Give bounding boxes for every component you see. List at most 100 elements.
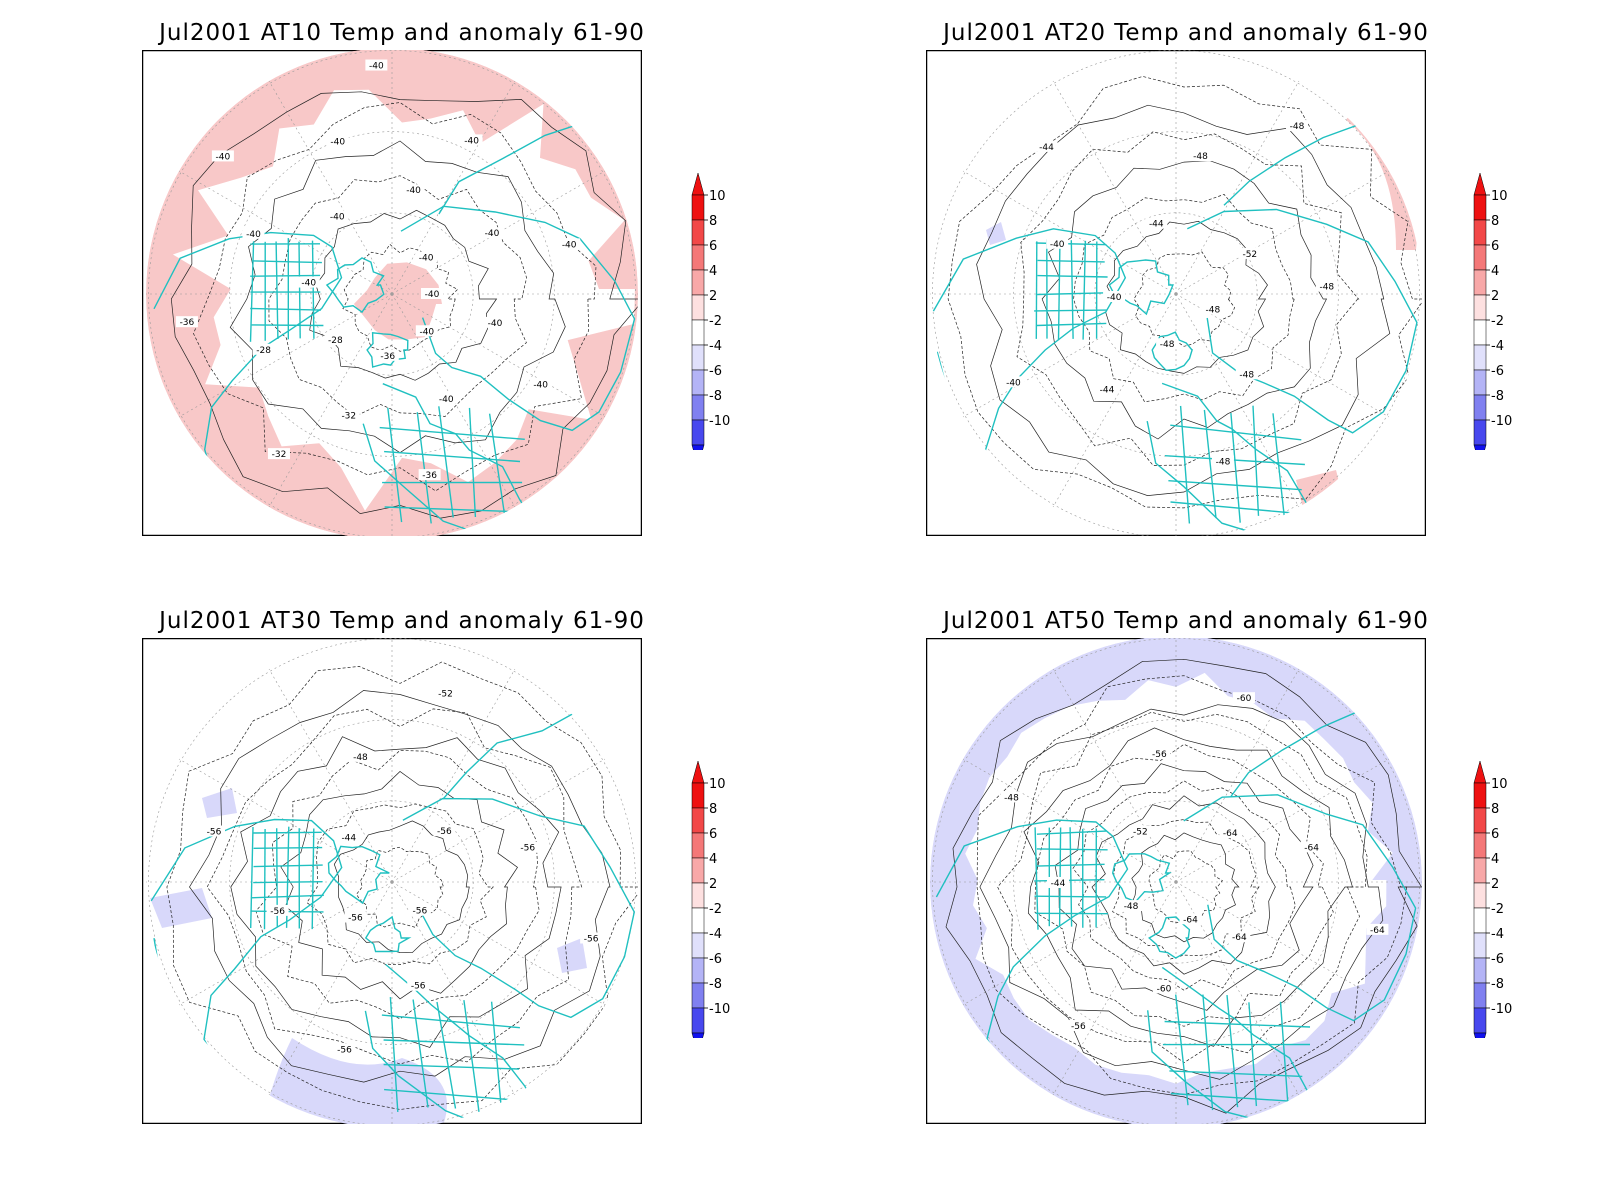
colorbar-label: -6 xyxy=(1491,364,1504,379)
colorbar-swatch xyxy=(691,857,705,884)
state-boundary xyxy=(250,274,321,277)
contour-label: -44 xyxy=(1051,879,1066,889)
contour-label: -48 xyxy=(353,753,368,763)
colorbar-swatch xyxy=(1473,419,1487,446)
colorbar-label: -8 xyxy=(1491,977,1504,992)
meridian-line xyxy=(178,758,393,883)
contour-label: -40 xyxy=(562,240,577,250)
contour-label: -48 xyxy=(1239,370,1254,380)
contour-label: -40 xyxy=(330,212,345,222)
country-boundary xyxy=(1248,1002,1258,1107)
colorbar-swatch xyxy=(691,194,705,221)
contour-label: -40 xyxy=(1050,240,1065,250)
state-boundary xyxy=(1057,238,1061,341)
colorbar-label: -2 xyxy=(1491,314,1504,329)
country-boundary xyxy=(1169,1070,1303,1078)
anomaly-region xyxy=(262,1038,447,1124)
meridian-line xyxy=(962,758,1177,883)
colorbar-label: 6 xyxy=(1491,239,1499,254)
isotherm-contour xyxy=(306,803,495,965)
coastline-africa xyxy=(362,383,540,536)
contour-label: -48 xyxy=(1290,122,1305,132)
meridian-line xyxy=(268,881,393,1096)
country-boundary xyxy=(384,506,525,513)
colorbar-label: -10 xyxy=(1491,414,1512,429)
isotherm-contour xyxy=(976,104,1391,496)
colorbar-label: 4 xyxy=(709,264,717,279)
coastline-greenland xyxy=(327,845,390,905)
colorbar: 10 8 6 4 2 -2 -4 -6 -8 -10 xyxy=(690,170,750,468)
colorbar-swatch xyxy=(691,932,705,959)
colorbar-swatch xyxy=(1473,244,1487,271)
meridian-line xyxy=(1052,293,1177,508)
meridian-line xyxy=(268,80,393,295)
contour-label: -56 xyxy=(411,982,426,992)
colorbar-label: -6 xyxy=(709,364,722,379)
contour-label: -56 xyxy=(437,827,452,837)
polar-map: -64 -60 -56 -48 -44 -48 -52 -56 -60 -64 -64 -64 -64 xyxy=(926,638,1426,1124)
isotherm-contour xyxy=(255,750,540,1020)
colorbar-swatch xyxy=(691,1007,705,1034)
country-boundary xyxy=(438,406,454,518)
coastline-eurasia xyxy=(1183,794,1417,1022)
contour-label: -40 xyxy=(485,229,500,239)
contour-label: -48 xyxy=(1124,902,1139,912)
polar-map: -56 -56 -56 -56 -56 -56 -44 -48 -52 -56 -56 -56 xyxy=(142,638,642,1124)
country-boundary xyxy=(463,1000,480,1112)
state-boundary xyxy=(1036,322,1107,327)
anomaly-region xyxy=(986,222,1006,245)
meridian-line xyxy=(1052,80,1177,295)
colorbar: 10 8 6 4 2 -2 -4 -6 -8 -10 xyxy=(690,758,750,1056)
contour-label: -40 xyxy=(216,152,231,162)
latitude-circle xyxy=(229,131,555,457)
colorbar-label: -4 xyxy=(1491,339,1504,354)
coastline-greenland xyxy=(1108,259,1174,316)
state-boundary xyxy=(253,846,323,849)
colorbar-swatch xyxy=(1473,932,1487,959)
colorbar-swatch xyxy=(1473,782,1487,809)
country-boundary xyxy=(1164,1020,1311,1028)
contour-label: -40 xyxy=(1006,378,1021,388)
colorbar-label: -10 xyxy=(709,1002,730,1017)
colorbar-swatch xyxy=(1473,219,1487,246)
colorbar: 10 8 6 4 2 -2 -4 -6 -8 -10 xyxy=(1472,170,1532,468)
isotherm-contour xyxy=(1130,832,1240,943)
contour-label: -44 xyxy=(341,834,356,844)
anomaly-region xyxy=(150,888,212,928)
contour-label: -48 xyxy=(1193,152,1208,162)
contour-label: -32 xyxy=(272,450,287,460)
state-boundary xyxy=(1034,895,1107,898)
meridian-line xyxy=(391,881,606,1006)
coastline-eurasia xyxy=(400,205,636,432)
country-boundary xyxy=(1168,480,1302,491)
colorbar-swatch xyxy=(1473,982,1487,1009)
colorbar-swatch xyxy=(691,957,705,984)
colorbar-swatch xyxy=(691,394,705,421)
colorbar-swatch xyxy=(1473,957,1487,984)
coastline-eurasia xyxy=(402,797,636,1019)
colorbar-label: -6 xyxy=(709,952,722,967)
colorbar-swatch xyxy=(691,269,705,296)
contour-label: -56 xyxy=(1152,750,1167,760)
colorbar-label: -6 xyxy=(1491,952,1504,967)
colorbar-swatch xyxy=(691,882,705,909)
contour-label: -40 xyxy=(369,62,384,72)
meridian-line xyxy=(391,80,516,295)
country-boundary xyxy=(1230,413,1241,523)
colorbar-label: -8 xyxy=(709,977,722,992)
colorbar-label: 6 xyxy=(1491,827,1499,842)
country-boundary xyxy=(1170,501,1308,515)
contour-label: -44 xyxy=(1149,220,1164,230)
contour-label: -28 xyxy=(328,336,343,346)
contour-label: -56 xyxy=(348,914,363,924)
meridian-line xyxy=(391,170,606,295)
contour-label: -40 xyxy=(246,230,261,240)
colorbar: 10 8 6 4 2 -2 -4 -6 -8 -10 xyxy=(1472,758,1532,1056)
state-boundary xyxy=(1036,863,1105,867)
colorbar-label: -8 xyxy=(1491,389,1504,404)
colorbar-label: 2 xyxy=(1491,877,1499,892)
state-boundary xyxy=(1036,830,1107,835)
state-boundary xyxy=(1070,240,1074,339)
isotherm-contour xyxy=(997,711,1368,1064)
contour-label: -44 xyxy=(1039,143,1054,153)
